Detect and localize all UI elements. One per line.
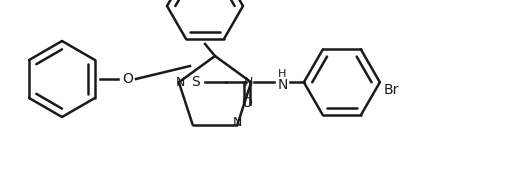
Text: H: H bbox=[278, 69, 286, 79]
Text: O: O bbox=[122, 72, 133, 86]
Text: N: N bbox=[243, 76, 253, 89]
Text: N: N bbox=[278, 78, 288, 92]
Text: S: S bbox=[191, 75, 200, 89]
Text: N: N bbox=[176, 76, 185, 89]
Text: N: N bbox=[233, 116, 242, 129]
Text: Br: Br bbox=[384, 83, 399, 97]
Text: O: O bbox=[241, 96, 252, 110]
